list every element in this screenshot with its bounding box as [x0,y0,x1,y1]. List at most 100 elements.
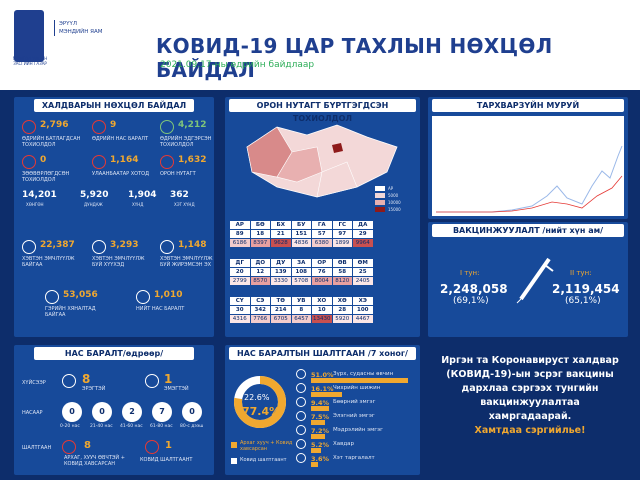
province-total: 5708 [290,276,312,286]
legend2-text: Ковид шалтгаант [240,457,287,463]
stat-label: ЗӨӨВӨРЛӨГДСӨН ТОХИОЛДОЛ [22,171,70,183]
province-daily: 151 [290,229,312,239]
cause-label: Мэдрэлийн эмгэг [333,427,384,433]
cause-icon [296,439,306,449]
legend-label: АР [388,186,394,191]
mongolia-map [246,124,398,198]
pct-covid: 22.6% [244,393,270,402]
hospital-icon [92,240,106,254]
stat-label: ӨДРИЙН НАС БАРАЛТ [92,136,149,142]
stat-icon [92,155,106,169]
province-codes: ОР [311,258,333,268]
severity-label: ДУНДАЖ [84,202,103,207]
org-name: МОНГОЛ УЛСЫН ЗАСГИЙН ГАЗАР [12,56,48,66]
province-total: 3330 [270,276,292,286]
severity-value: 362 [170,190,189,200]
cause-icon [296,453,306,463]
age-count: 0 [62,402,82,422]
chronic-icon [62,440,76,454]
province-table: ДГ ДО ДУ ЗА ОР ӨВ ӨМ 20 12 139 108 76 58 25 2799 8570 33… [229,258,374,286]
cause-icon [296,397,306,407]
stat-value: 0 [40,155,47,165]
province-daily: 8 [290,305,312,315]
cause-pct: 3.6% [311,455,330,463]
page-title: КОВИД-19 ЦАР ТАХЛЫН НӨХЦӨЛ БАЙДАЛ [156,34,553,82]
province-codes: БӨ [249,220,271,230]
header: МОНГОЛ УЛСЫН ЗАСГИЙН ГАЗАР ЭРҮҮЛ МЭНДИЙН Я… [0,0,640,90]
province-codes: ЗА [290,258,312,268]
province-total: 2799 [229,276,251,286]
age-count: 7 [152,402,172,422]
virus-icon [145,440,159,454]
stat-label: ӨДРИЙН ЭДГЭРСЭН ТОХИОЛДОЛ [160,136,212,148]
province-daily: 21 [270,229,292,239]
province-codes: ДГ [229,258,251,268]
emblem-icon [14,10,44,62]
province-daily: 139 [270,267,292,277]
care-value: 53,056 [63,290,98,300]
province-total: 6380 [311,238,333,248]
pct-chronic: 77.4% [242,405,281,418]
severity-value: 5,920 [80,190,109,200]
care-label: ГЭРИЙН ХЯНАЛТАД БАЙГАА [45,306,96,318]
province-daily: 10 [311,305,333,315]
province-codes: БХ [270,220,292,230]
cause-pct: 7.2% [311,427,330,435]
stat-icon [22,155,36,169]
infection-title: ХАЛДВАРЫН НӨХЦӨЛ БАЙДАЛ [34,99,194,112]
cause-label: Элэгний эмгэг [333,413,375,419]
province-total: 6457 [290,314,312,324]
female-value: 1 [164,372,173,386]
stat-icon [22,120,36,134]
province-total: 4836 [290,238,312,248]
province-codes: ТӨ [270,296,292,306]
severity-label: ХЭТ ХҮНД [174,202,195,207]
province-total: 9628 [270,238,292,248]
epi-curve-chart [432,116,624,216]
deaths-panel: НАС БАРАЛТ/өдрөөр/ [14,345,214,475]
cause-label: Чихрийн шижин [333,385,381,391]
stat-label: ӨДРИЙН БАТЛАГДСАН ТОХИОЛДОЛ [22,136,81,148]
page-subtitle: 2021.09.17-ны өдрийн байдлаар [160,60,315,70]
care-label: ХЭВТЭН ЭМЧЛҮҮЛЖ БУЙ ХҮҮХЭД [92,256,145,268]
care-value: 1,010 [154,290,183,300]
male-text: ЭРЭГТЭЙ [82,386,106,392]
province-daily: 30 [229,305,251,315]
female-icon [145,374,159,388]
province-codes: ХЭ [352,296,374,306]
stat-icon [160,120,174,134]
province-daily: 76 [311,267,333,277]
cause-bar [311,462,318,467]
province-total: 6705 [270,314,292,324]
province-total: 8004 [311,276,333,286]
syringe-icon [516,257,554,304]
map-title: ОРОН НУТАГТ БҮРТГЭГДСЭН ТОХИОЛДОЛ [229,99,416,123]
hospital-icon [160,240,174,254]
cause-bar [311,420,326,425]
severity-value: 14,201 [22,190,57,200]
age-count: 2 [122,402,142,422]
province-total: 8397 [249,238,271,248]
severity-label: ХӨНГӨН [26,202,44,207]
legend-swatch [375,200,385,205]
stat-label: УЛААНБААТАР ХОТОД [92,171,150,177]
legend1-swatch [231,442,237,448]
cause-icon [296,425,306,435]
province-total: 5920 [331,314,353,324]
age-label: 21-40 нас [90,424,113,429]
care-label: ХЭВТЭН ЭМЧЛҮҮЛЖ БУЙ ЖИРЭМСЭН ЭХ [160,256,213,268]
province-codes: СҮ [229,296,251,306]
stat-value: 1,632 [178,155,207,165]
cause-icon [296,383,306,393]
severity-value: 1,904 [128,190,157,200]
vaccine-panel: ВАКЦИНЖУУЛАЛТ /нийт хүн ам/ [428,222,628,337]
care-value: 1,148 [178,240,207,250]
province-total: 6186 [229,238,251,248]
male-icon [62,374,76,388]
legend-label: 10000 [388,200,401,205]
province-total: 2405 [352,276,374,286]
cause1-text: АРХАГ, ХУУЧ ӨВЧТЭЙ + КОВИД ХАВСАРСАН [64,455,125,467]
age-count: 0 [182,402,202,422]
province-total: 4467 [352,314,374,324]
hospital-icon [45,290,59,304]
